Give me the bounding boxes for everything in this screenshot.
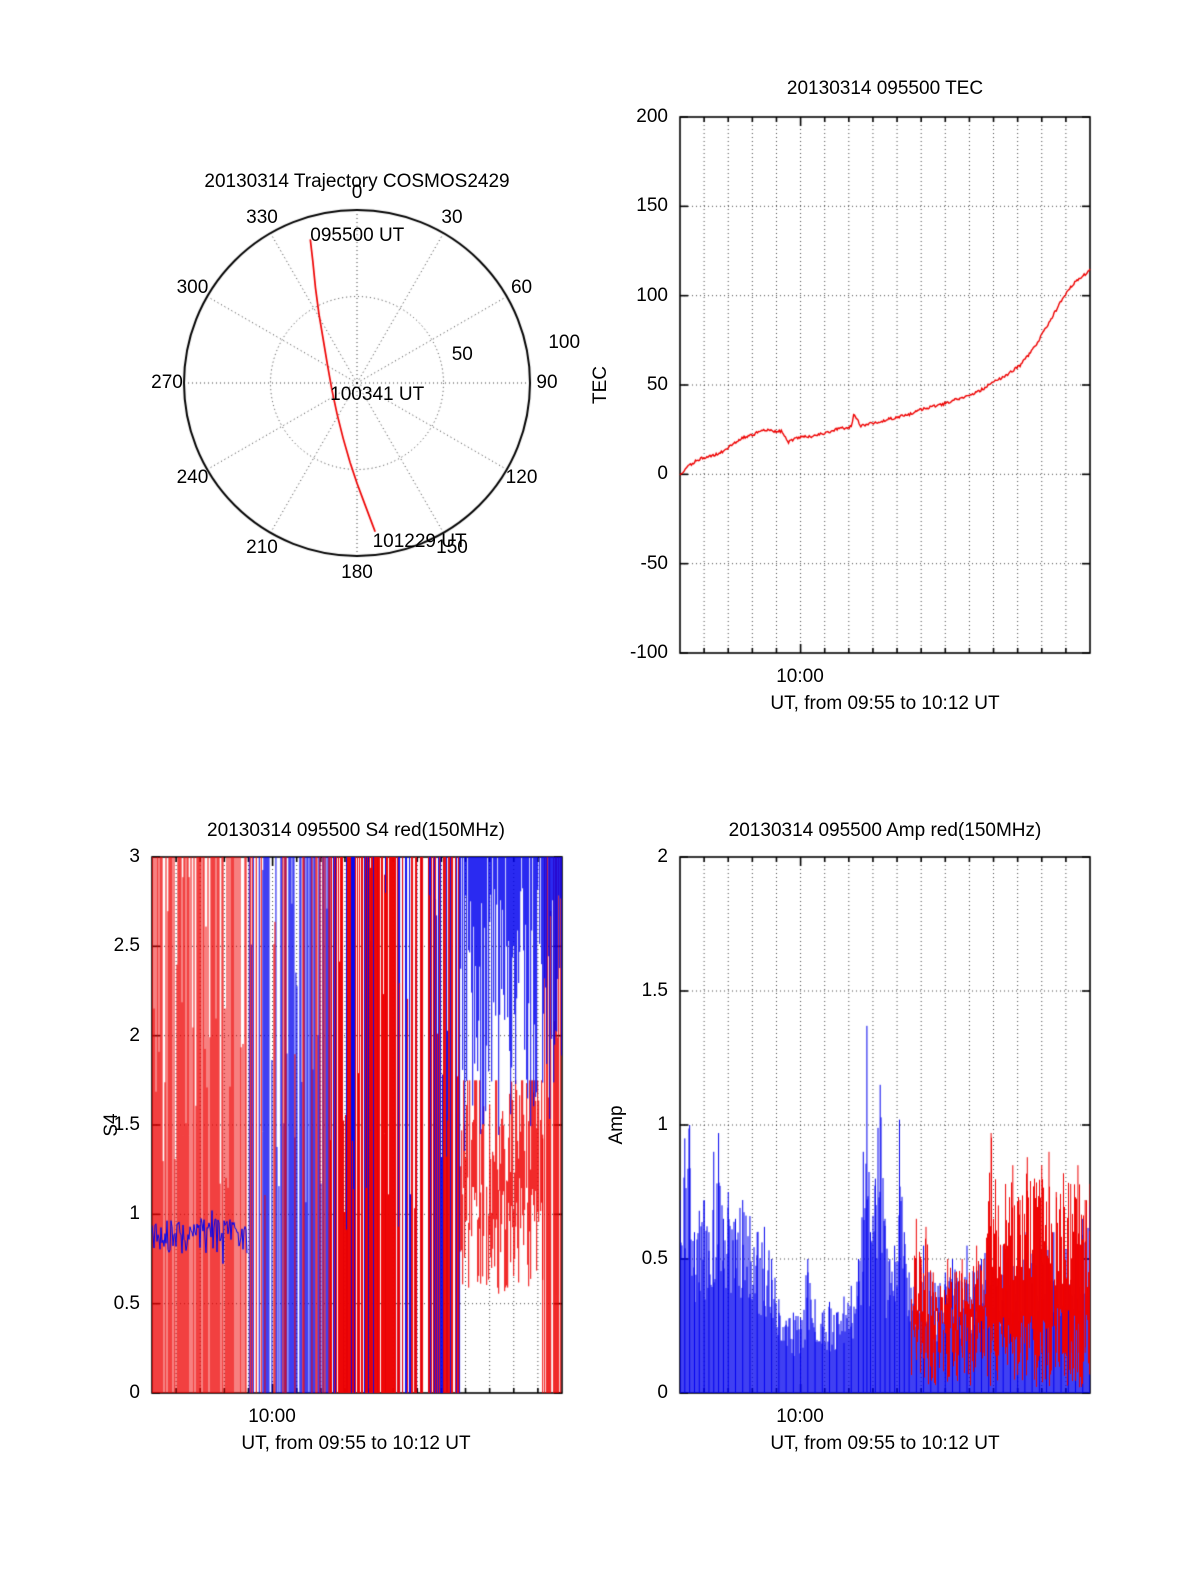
tec-x-tick-label: 10:00 bbox=[776, 666, 824, 687]
s4-y-tick-label: 2 bbox=[129, 1024, 140, 1046]
track-time-annotation: 101229 UT bbox=[372, 531, 467, 553]
s4-y-tick-label: 0.5 bbox=[113, 1292, 140, 1314]
amp-y-tick-label: 0.5 bbox=[641, 1248, 668, 1269]
tec-y-tick-label: -100 bbox=[629, 642, 668, 663]
azimuth-tick-label: 120 bbox=[505, 467, 538, 488]
tec-y-tick-label: 200 bbox=[636, 106, 668, 127]
tec-y-tick-label: 50 bbox=[646, 374, 668, 395]
trajectory-title: 20130314 Trajectory COSMOS2429 bbox=[204, 171, 510, 192]
azimuth-tick-label: 90 bbox=[536, 372, 558, 393]
tec-y-tick-label: 150 bbox=[636, 195, 668, 217]
azimuth-tick-label: 150 bbox=[436, 536, 468, 558]
azimuth-tick-label: 180 bbox=[341, 562, 373, 583]
s4-x-axis-label: UT, from 09:55 to 10:12 UT bbox=[241, 1433, 471, 1454]
amp-x-axis-label: UT, from 09:55 to 10:12 UT bbox=[770, 1433, 1000, 1454]
azimuth-tick-label: 300 bbox=[176, 277, 209, 298]
track-time-annotation: 100341 UT bbox=[330, 384, 425, 406]
tec-y-tick-label: 0 bbox=[657, 463, 668, 485]
s4-title: 20130314 095500 S4 red(150MHz) bbox=[207, 820, 505, 841]
azimuth-tick-label: 30 bbox=[441, 207, 463, 229]
amp-x-tick-label: 10:00 bbox=[776, 1406, 824, 1427]
tec-y-tick-label: 100 bbox=[636, 284, 668, 306]
azimuth-tick-label: 60 bbox=[510, 277, 533, 298]
amp-y-tick-label: 2 bbox=[657, 846, 668, 867]
track-time-annotation: 095500 UT bbox=[310, 224, 405, 246]
amp-y-tick-label: 0 bbox=[657, 1382, 668, 1403]
azimuth-tick-label: 330 bbox=[246, 207, 278, 229]
tec-y-tick-label: -50 bbox=[640, 552, 668, 574]
amp-y-axis-label: Amp bbox=[606, 1105, 627, 1145]
azimuth-tick-label: 210 bbox=[246, 536, 278, 558]
s4-y-tick-label: 2.5 bbox=[113, 935, 140, 957]
tec-y-axis-label: TEC bbox=[590, 366, 611, 404]
amp-y-tick-label: 1.5 bbox=[641, 980, 668, 1001]
s4-y-tick-label: 1 bbox=[129, 1203, 140, 1225]
tec-title: 20130314 095500 TEC bbox=[786, 78, 984, 99]
radial-tick-label: 50 bbox=[451, 343, 473, 365]
amp-title: 20130314 095500 Amp red(150MHz) bbox=[728, 820, 1042, 841]
tec-x-axis-label: UT, from 09:55 to 10:12 UT bbox=[770, 693, 1000, 714]
s4-y-tick-label: 1.5 bbox=[113, 1114, 140, 1135]
azimuth-tick-label: 270 bbox=[151, 372, 183, 393]
s4-y-tick-label: 3 bbox=[129, 846, 140, 867]
amp-y-tick-label: 1 bbox=[657, 1114, 668, 1135]
s4-x-tick-label: 10:00 bbox=[248, 1406, 296, 1427]
azimuth-tick-label: 0 bbox=[351, 182, 363, 203]
radial-tick-label: 100 bbox=[548, 331, 581, 353]
s4-y-tick-label: 0 bbox=[129, 1382, 140, 1403]
azimuth-tick-label: 240 bbox=[176, 467, 209, 488]
